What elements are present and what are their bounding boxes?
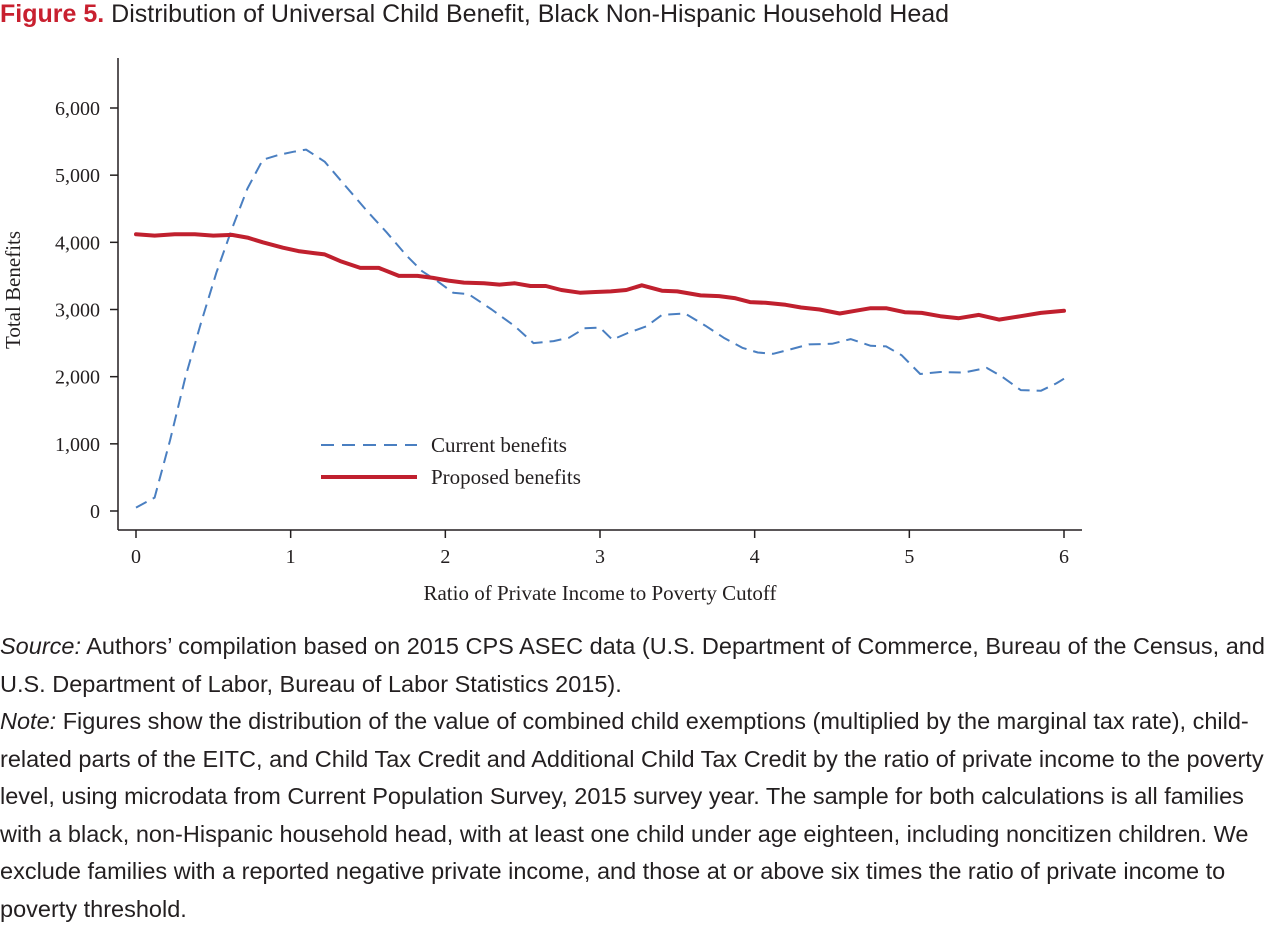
figure-title: Figure 5. Distribution of Universal Chil… [0,0,1280,28]
x-tick-label: 6 [1059,546,1069,568]
figure-number: Figure 5. [0,0,105,28]
chart-axes [117,58,1082,531]
x-tick-label: 3 [595,546,605,568]
x-tick-label: 5 [904,546,914,568]
y-axis-label: Total Benefits [1,231,25,349]
chart-ticks: 0 1 2 3 4 5 6 0 1,000 2,000 3,000 4,000 5,000 6,000 [55,98,1069,568]
y-tick-label: 1,000 [55,434,100,456]
y-tick-label: 4,000 [55,232,100,254]
source-text: Authors’ compilation based on 2015 CPS A… [0,633,1265,697]
chart-series [134,148,1066,509]
source-note: Source: Authors’ compilation based on 20… [0,628,1280,703]
figure-title-text: Distribution of Universal Child Benefit,… [111,0,950,28]
x-tick-label: 1 [286,546,296,568]
y-tick-label: 0 [90,501,100,523]
y-tick-label: 5,000 [55,165,100,187]
note: Note: Figures show the distribution of t… [0,703,1280,928]
series-line-current [135,148,1065,509]
legend-label-current: Current benefits [431,433,567,457]
x-axis-label: Ratio of Private Income to Poverty Cutof… [423,581,776,605]
y-tick-label: 3,000 [55,300,100,322]
legend-label-proposed: Proposed benefits [431,465,581,489]
note-text: Figures show the distribution of the val… [0,708,1264,922]
series-line-proposed [134,232,1066,322]
y-tick-label: 2,000 [55,367,100,389]
y-tick-label: 6,000 [55,98,100,120]
source-label: Source: [0,633,81,659]
chart-legend: Current benefits Proposed benefits [321,433,581,489]
x-tick-label: 4 [750,546,760,568]
x-tick-label: 2 [440,546,450,568]
figure-caption: Source: Authors’ compilation based on 20… [0,628,1280,928]
note-label: Note: [0,708,57,734]
line-chart: 0 1 2 3 4 5 6 0 1,000 2,000 3,000 4,000 5,000 6,000 R… [1,58,1082,605]
x-tick-label: 0 [131,546,141,568]
